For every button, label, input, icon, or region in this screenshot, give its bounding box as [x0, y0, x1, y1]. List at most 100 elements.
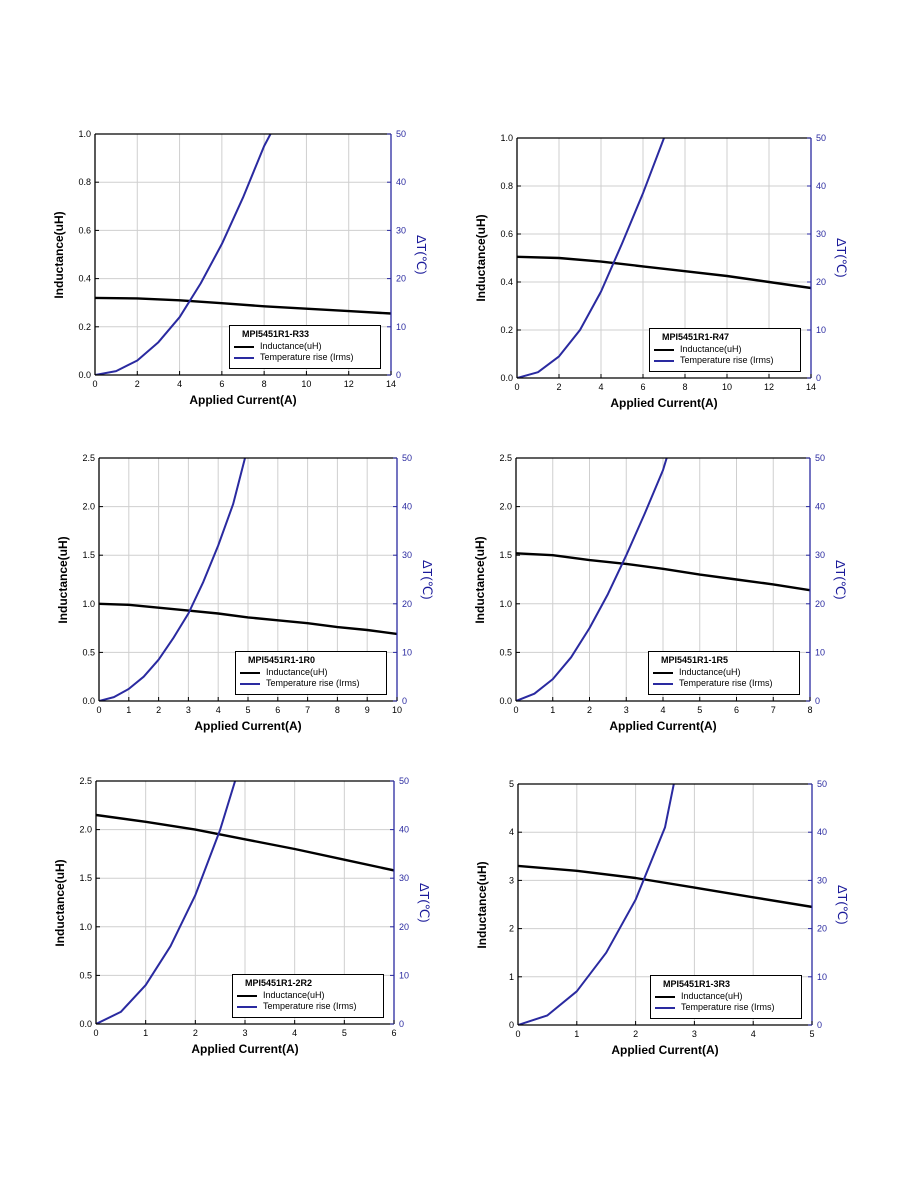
x-tick-label: 8: [262, 379, 267, 389]
y2-tick-label: 0: [816, 373, 821, 383]
legend-entry: Temperature rise (Irms): [653, 678, 795, 689]
y-tick-label: 0.4: [78, 274, 91, 284]
temperature-rise-line: [516, 458, 668, 701]
x-tick-label: 2: [193, 1028, 198, 1038]
x-tick-label: 0: [92, 379, 97, 389]
x-tick-label: 1: [550, 705, 555, 715]
y-tick-label: 0.0: [499, 696, 512, 706]
y-tick-label: 1.5: [499, 550, 512, 560]
x-tick-label: 6: [275, 705, 280, 715]
y-tick-label: 0.0: [500, 373, 513, 383]
x-tick-label: 8: [807, 705, 812, 715]
y2-tick-label: 50: [396, 129, 406, 139]
x-tick-label: 3: [624, 705, 629, 715]
y-tick-label: 1.5: [79, 873, 92, 883]
x-tick-label: 6: [640, 382, 645, 392]
y-tick-label: 2: [509, 924, 514, 934]
y-tick-label: 2.5: [79, 776, 92, 786]
x-tick-label: 2: [556, 382, 561, 392]
y-tick-label: 1.0: [82, 599, 95, 609]
y2-tick-label: 20: [816, 277, 826, 287]
y2-tick-label: 0: [399, 1019, 404, 1029]
x-tick-label: 8: [682, 382, 687, 392]
x-tick-label: 0: [514, 382, 519, 392]
y-tick-label: 0.5: [79, 970, 92, 980]
y-tick-label: 1.0: [78, 129, 91, 139]
inductance-line: [96, 813, 394, 872]
legend-entry-label: Temperature rise (Irms): [679, 678, 773, 688]
y-tick-label: 4: [509, 827, 514, 837]
legend: MPI5451R1-R47 Inductance(uH) Temperature r…: [649, 328, 801, 372]
y2-tick-label: 30: [399, 873, 409, 883]
y2-tick-label: 50: [817, 779, 827, 789]
x-tick-label: 6: [734, 705, 739, 715]
legend-entry: Inductance(uH): [237, 990, 379, 1001]
x-tick-label: 6: [219, 379, 224, 389]
y2-tick-label: 0: [402, 696, 407, 706]
legend-swatch: [234, 345, 254, 348]
x-tick-label: 6: [391, 1028, 396, 1038]
x-axis-label: Applied Current(A): [610, 396, 718, 410]
legend-entry: Temperature rise (Irms): [237, 1001, 379, 1012]
legend-swatch: [240, 682, 260, 685]
legend-title: MPI5451R1-1R0: [248, 655, 316, 665]
legend: MPI5451R1-R33 Inductance(uH) Temperature r…: [229, 325, 381, 369]
x-tick-label: 2: [633, 1029, 638, 1039]
legend: MPI5451R1-1R5 Inductance(uH) Temperature r…: [648, 651, 800, 695]
y2-tick-label: 20: [402, 599, 412, 609]
x-tick-label: 7: [771, 705, 776, 715]
legend-entry-label: Temperature rise (Irms): [680, 355, 774, 365]
y2-tick-label: 30: [402, 550, 412, 560]
y-tick-label: 0.6: [78, 225, 91, 235]
x-axis-label: Applied Current(A): [611, 1043, 719, 1057]
inductance-line: [518, 864, 812, 909]
legend-entry: Temperature rise (Irms): [654, 355, 796, 366]
legend-entry: Temperature rise (Irms): [655, 1002, 797, 1013]
legend-entry-label: Temperature rise (Irms): [260, 352, 354, 362]
legend-swatch: [237, 1005, 257, 1008]
y2-tick-label: 40: [816, 181, 826, 191]
legend-entry-label: Inductance(uH): [263, 990, 325, 1000]
y-tick-label: 0.2: [78, 322, 91, 332]
y-tick-label: 0.8: [78, 177, 91, 187]
y-tick-label: 1.0: [499, 599, 512, 609]
y-tick-label: 2.5: [82, 453, 95, 463]
legend-title: MPI5451R1-2R2: [245, 978, 313, 988]
y-tick-label: 0.5: [82, 647, 95, 657]
legend-entry: Inductance(uH): [655, 991, 797, 1002]
x-tick-label: 1: [126, 705, 131, 715]
y2-tick-label: 10: [399, 970, 409, 980]
y-tick-label: 2.0: [499, 502, 512, 512]
x-tick-label: 10: [392, 705, 402, 715]
x-tick-label: 3: [692, 1029, 697, 1039]
legend-swatch: [654, 359, 674, 362]
y2-tick-label: 30: [815, 550, 825, 560]
legend-title: MPI5451R1-R47: [662, 332, 730, 342]
y-axis-label: Inductance(uH): [475, 860, 489, 949]
x-tick-label: 0: [513, 705, 518, 715]
y-tick-label: 0.0: [78, 370, 91, 380]
y-tick-label: 0.0: [82, 696, 95, 706]
temperature-rise-line: [96, 781, 237, 1024]
legend-entry-label: Inductance(uH): [266, 667, 328, 677]
legend-swatch: [653, 671, 673, 674]
legend-entry: Inductance(uH): [234, 341, 376, 352]
y-tick-label: 2.0: [79, 825, 92, 835]
legend-swatch: [654, 348, 674, 351]
x-axis-label: Applied Current(A): [191, 1042, 299, 1056]
x-tick-label: 2: [156, 705, 161, 715]
y2-tick-label: 50: [399, 776, 409, 786]
x-tick-label: 4: [660, 705, 665, 715]
x-tick-label: 4: [751, 1029, 756, 1039]
x-tick-label: 2: [587, 705, 592, 715]
y2-tick-label: 30: [817, 875, 827, 885]
x-tick-label: 1: [574, 1029, 579, 1039]
y2-tick-label: 20: [396, 274, 406, 284]
legend: MPI5451R1-1R0 Inductance(uH) Temperature r…: [235, 651, 387, 695]
legend-swatch: [237, 994, 257, 997]
x-tick-label: 4: [598, 382, 603, 392]
